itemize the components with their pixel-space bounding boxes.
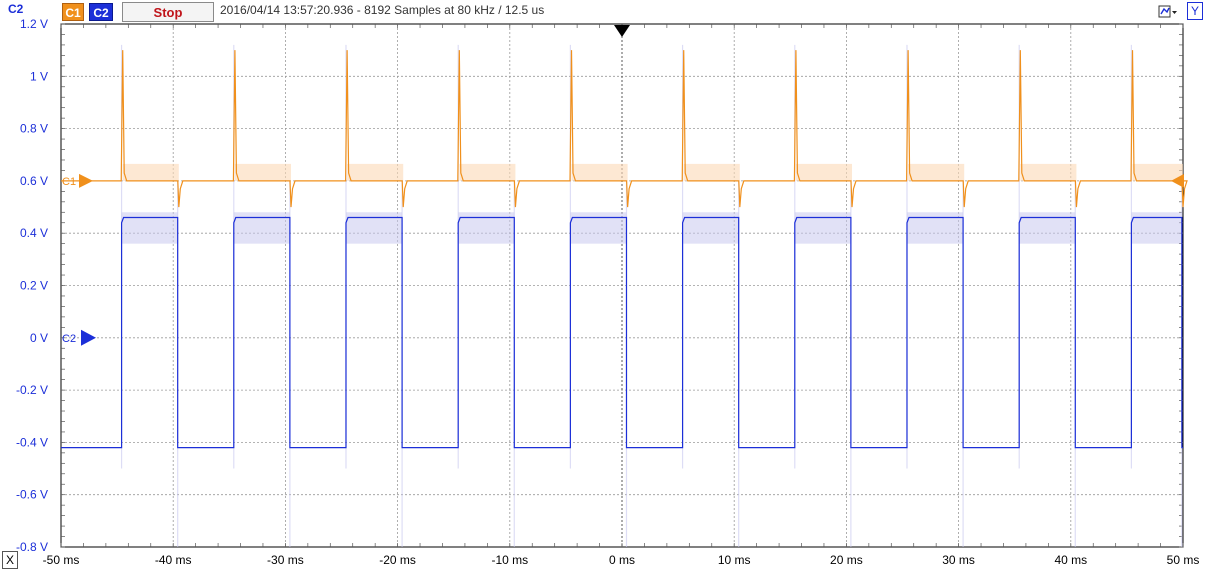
- acquisition-status: 2016/04/14 13:57:20.936 - 8192 Samples a…: [220, 3, 545, 17]
- c1-level-marker-icon: [79, 173, 93, 188]
- x-tick-label: 50 ms: [1167, 553, 1200, 567]
- stop-button[interactable]: Stop: [122, 2, 214, 22]
- x-tick-label: -50 ms: [43, 553, 80, 567]
- c2-noise-band: [233, 212, 290, 244]
- c1-noise-band: [459, 163, 516, 181]
- c2-marker-label: C2: [62, 333, 76, 345]
- y-tick-label: 1 V: [30, 69, 48, 83]
- c1-noise-band: [347, 163, 404, 181]
- x-tick-label: 20 ms: [830, 553, 863, 567]
- channel-c2-button[interactable]: C2: [89, 3, 113, 21]
- c1-trace: [61, 50, 1188, 208]
- x-tick-label: 0 ms: [609, 553, 635, 567]
- c1-noise-band: [683, 163, 740, 181]
- grid: [60, 23, 1184, 548]
- settings-dropdown-icon[interactable]: [1158, 3, 1178, 20]
- trigger-marker-icon: [614, 25, 630, 37]
- y-tick-label: -0.8 V: [16, 540, 48, 554]
- c1-noise-band: [571, 163, 628, 181]
- c2-noise-band: [682, 212, 739, 244]
- c1-marker-label: C1: [62, 176, 76, 188]
- x-tick-label: 40 ms: [1054, 553, 1087, 567]
- c2-noise-band: [345, 212, 403, 244]
- c1-right-marker-icon: [1171, 173, 1184, 188]
- channel-c1-button[interactable]: C1: [62, 3, 84, 21]
- c2-noise-band: [794, 212, 851, 244]
- c2-noise-band: [1131, 212, 1182, 244]
- c2-noise-band: [1019, 212, 1076, 244]
- plot-frame: [60, 23, 1184, 548]
- x-axis-button[interactable]: X: [2, 551, 18, 569]
- y-tick-label: -0.6 V: [16, 488, 48, 502]
- x-tick-label: -40 ms: [155, 553, 192, 567]
- x-tick-label: -10 ms: [491, 553, 528, 567]
- y-tick-label: 0.8 V: [20, 122, 48, 136]
- y-tick-label: 0.4 V: [20, 226, 48, 240]
- x-tick-label: 30 ms: [942, 553, 975, 567]
- c1-noise-band: [1132, 163, 1183, 181]
- c2-zero-marker-icon: [81, 329, 96, 346]
- c2-noise-band: [121, 212, 178, 244]
- y-tick-label: -0.4 V: [16, 435, 48, 449]
- y-axis-channel-label: C2: [8, 2, 24, 16]
- c1-noise-band: [234, 163, 292, 181]
- y-tick-label: -0.2 V: [16, 383, 48, 397]
- c2-envelope-band: [120, 44, 1183, 547]
- c2-noise-band: [458, 212, 515, 244]
- c1-noise-band: [122, 163, 179, 181]
- y-axis-button[interactable]: Y: [1187, 2, 1203, 20]
- y-tick-label: 1.2 V: [20, 17, 48, 31]
- c1-envelope-band: [122, 163, 1183, 181]
- c2-noise-band: [570, 212, 627, 244]
- c1-noise-band: [908, 163, 965, 181]
- y-tick-label: 0 V: [30, 331, 48, 345]
- x-tick-label: -30 ms: [267, 553, 304, 567]
- c1-noise-band: [795, 163, 853, 181]
- c2-trace: [61, 216, 1183, 449]
- x-tick-label: 10 ms: [718, 553, 751, 567]
- c1-noise-band: [1020, 163, 1077, 181]
- y-tick-label: 0.6 V: [20, 174, 48, 188]
- x-tick-label: -20 ms: [379, 553, 416, 567]
- c2-noise-band: [906, 212, 964, 244]
- y-tick-label: 0.2 V: [20, 279, 48, 293]
